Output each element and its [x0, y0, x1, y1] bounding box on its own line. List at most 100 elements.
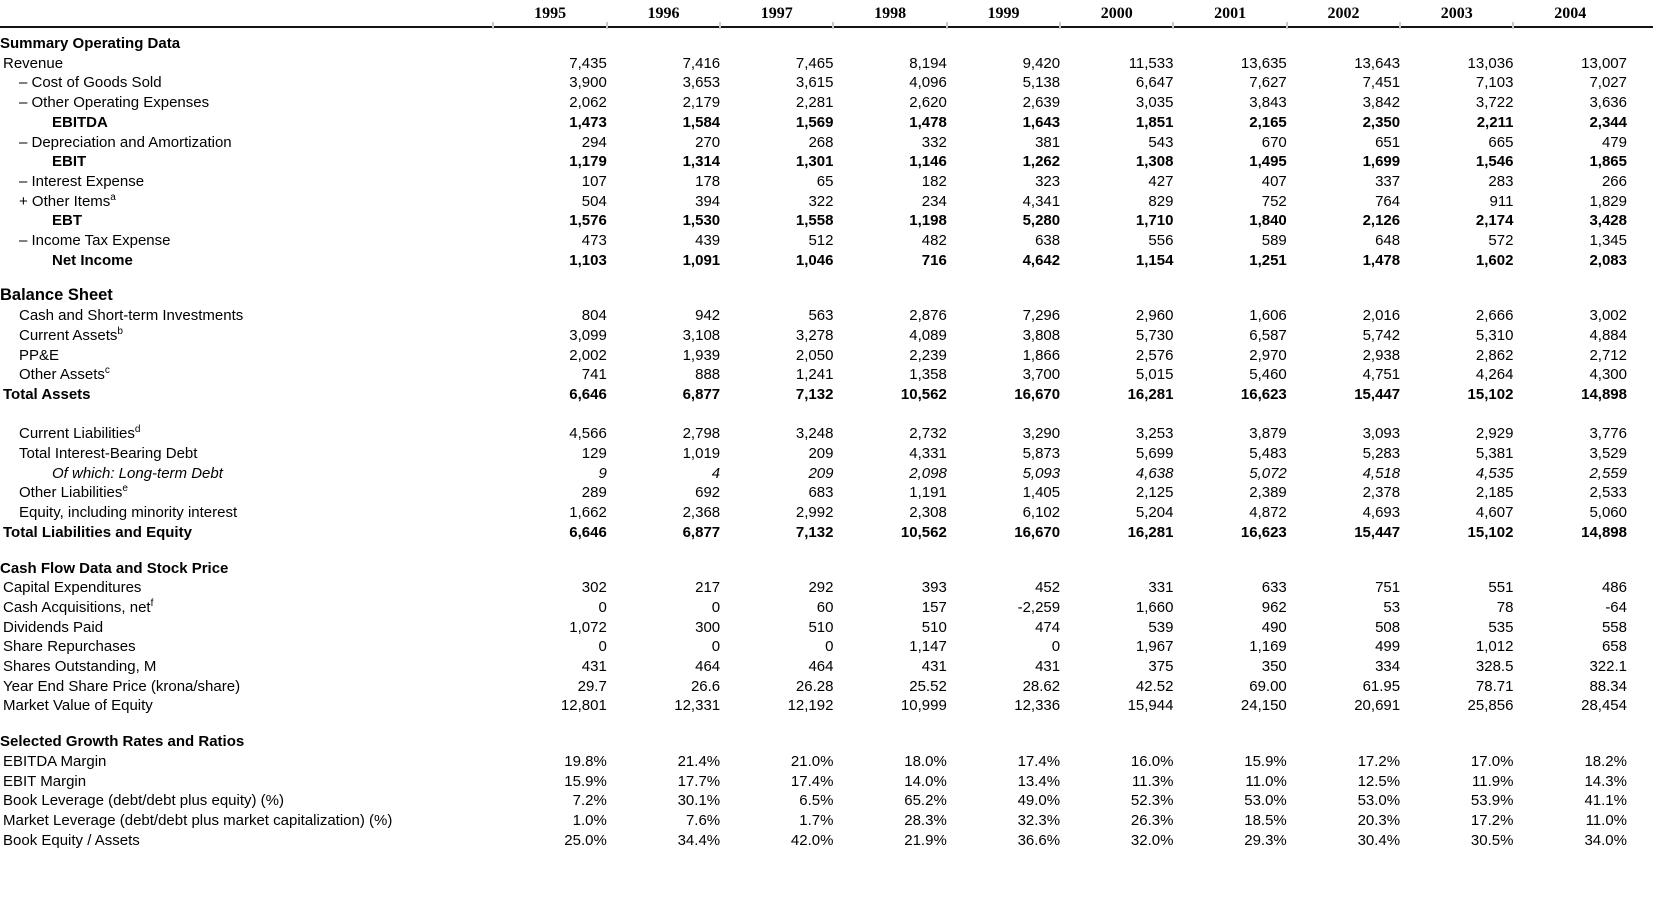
spacer-row — [0, 405, 1653, 425]
value-cell: 2,533 — [1589, 484, 1627, 502]
value-cell: 300 — [695, 618, 721, 636]
value-cell: 1,569 — [795, 113, 834, 131]
value-cell: 1,478 — [1362, 251, 1401, 269]
value-cell: 1,967 — [1135, 638, 1174, 656]
row-label: Equity, including minority interest — [0, 503, 493, 523]
value-cell: 474 — [1035, 618, 1061, 636]
value-cell: 4,566 — [569, 425, 607, 443]
table-row: Revenue 7,435 7,416 7,465 8,194 9,420 11,533 13… — [0, 54, 1653, 74]
value-cell: 1,146 — [909, 153, 947, 171]
value-cell: 1,198 — [909, 212, 947, 230]
value-cell: 1,939 — [682, 346, 721, 364]
value-cell: 15,102 — [1467, 385, 1514, 403]
section-title: Selected Growth Rates and Ratios — [0, 733, 245, 751]
table-row: EBITDA Margin 19.8% 21.4% 21.0% 18.0% 17.4% 16… — [0, 752, 1653, 772]
value-cell: 34.0% — [1584, 831, 1627, 849]
value-cell: 665 — [1488, 133, 1514, 151]
section-title-row: Cash Flow Data and Stock Price — [0, 543, 1653, 579]
value-cell: 266 — [1601, 172, 1627, 190]
value-cell: 6,102 — [1022, 504, 1061, 522]
value-cell: 2,350 — [1362, 113, 1401, 131]
value-cell: 1,405 — [1022, 484, 1061, 502]
year-header: 2002 — [1285, 0, 1401, 29]
row-label: Total Assets — [0, 385, 493, 405]
value-cell: 157 — [921, 598, 947, 616]
value-cell: 5,873 — [1022, 445, 1061, 463]
section-title-row: Selected Growth Rates and Ratios — [0, 716, 1653, 752]
value-cell: 129 — [581, 445, 607, 463]
value-cell: 18.2% — [1584, 752, 1627, 770]
value-cell: 11.0% — [1585, 812, 1627, 829]
row-label: Total Interest-Bearing Debt — [0, 444, 493, 464]
row-label: Current Assetsb — [0, 326, 493, 346]
value-cell: 464 — [695, 658, 721, 676]
value-cell: 14,898 — [1581, 385, 1627, 403]
value-cell: 178 — [695, 172, 721, 190]
value-cell: 6,877 — [682, 523, 721, 541]
value-cell: 41.1% — [1584, 792, 1627, 810]
value-cell: 17.0% — [1470, 752, 1514, 770]
value-cell: 2,062 — [569, 94, 607, 112]
value-cell: 21.0% — [790, 752, 834, 770]
row-label: Other Liabilitiese — [0, 483, 493, 503]
table-row: – Depreciation and Amortization 294 270 268… — [0, 133, 1653, 153]
value-cell: 11.0% — [1245, 772, 1287, 790]
value-cell: 563 — [808, 307, 834, 325]
row-label: Net Income — [0, 251, 493, 271]
value-cell: 21.9% — [904, 831, 947, 849]
value-cell: 107 — [581, 172, 607, 190]
value-cell: 15,944 — [1127, 697, 1174, 715]
row-label: Book Leverage (debt/debt plus equity) (%… — [0, 791, 493, 811]
value-cell: 14.3% — [1584, 772, 1627, 790]
value-cell: 9 — [598, 464, 607, 482]
section-title: Summary Operating Data — [0, 35, 181, 52]
row-label-text: Market Value of Equity — [3, 697, 153, 715]
spacer-cell — [0, 405, 1653, 425]
row-label-text: Current Liabilities — [19, 425, 135, 443]
value-cell: 12,801 — [560, 697, 607, 715]
row-label: – Income Tax Expense — [0, 231, 493, 251]
value-cell: 5,381 — [1475, 445, 1514, 463]
value-cell: 7,132 — [795, 385, 834, 403]
row-label-text: Total Assets — [3, 385, 91, 403]
value-cell: 5,742 — [1362, 326, 1401, 344]
value-cell: 543 — [1148, 133, 1174, 151]
row-label-text: Cash and Short-term Investments — [19, 307, 244, 325]
value-cell: 16.0% — [1130, 752, 1174, 770]
row-label-text: Book Leverage (debt/debt plus equity) (%… — [3, 792, 284, 810]
value-cell: 1,699 — [1362, 153, 1401, 171]
year-header: 1995 — [492, 0, 607, 29]
value-cell: 1,662 — [569, 504, 607, 522]
table-row: – Interest Expense 107 178 65 182 323 427 407 33… — [0, 172, 1653, 192]
value-cell: 539 — [1148, 618, 1174, 636]
table-row: EBIT 1,179 1,314 1,301 1,146 1,262 1,308 1,495 1… — [0, 152, 1653, 172]
value-cell: 439 — [695, 232, 721, 250]
value-cell: 482 — [921, 232, 947, 250]
value-cell: 20.3% — [1357, 812, 1401, 829]
row-label-text: – Other Operating Expenses — [19, 94, 210, 112]
table-row: Net Income 1,103 1,091 1,046 716 4,642 1,154 1,… — [0, 251, 1653, 271]
value-cell: 2,798 — [682, 425, 721, 443]
value-cell: 510 — [808, 618, 834, 636]
row-label-text: Total Liabilities and Equity — [3, 523, 192, 541]
value-cell: 1,308 — [1135, 153, 1174, 171]
value-cell: 504 — [581, 192, 607, 210]
value-cell: 5,204 — [1135, 504, 1174, 522]
value-cell: 3,615 — [795, 74, 834, 92]
value-cell: 2,712 — [1589, 346, 1627, 364]
value-cell: 3,529 — [1589, 445, 1627, 463]
value-cell: 20,691 — [1354, 697, 1401, 715]
value-cell: 1,262 — [1022, 153, 1061, 171]
value-cell: 1,643 — [1022, 113, 1061, 131]
value-cell: 6,877 — [682, 385, 721, 403]
value-cell: 4,884 — [1589, 326, 1627, 344]
value-cell: 32.3% — [1017, 812, 1061, 829]
row-label: – Cost of Goods Sold — [0, 73, 493, 93]
value-cell: 12,192 — [787, 697, 834, 715]
value-cell: 13.4% — [1017, 772, 1061, 790]
value-cell: 25,856 — [1467, 697, 1514, 715]
row-label: Dividends Paid — [0, 618, 493, 638]
row-label-text: Total Interest-Bearing Debt — [19, 445, 198, 463]
table-row: Shares Outstanding, M 431 464 464 431 431 375 3… — [0, 657, 1653, 677]
table-row: Market Leverage (debt/debt plus market c… — [0, 811, 1653, 831]
